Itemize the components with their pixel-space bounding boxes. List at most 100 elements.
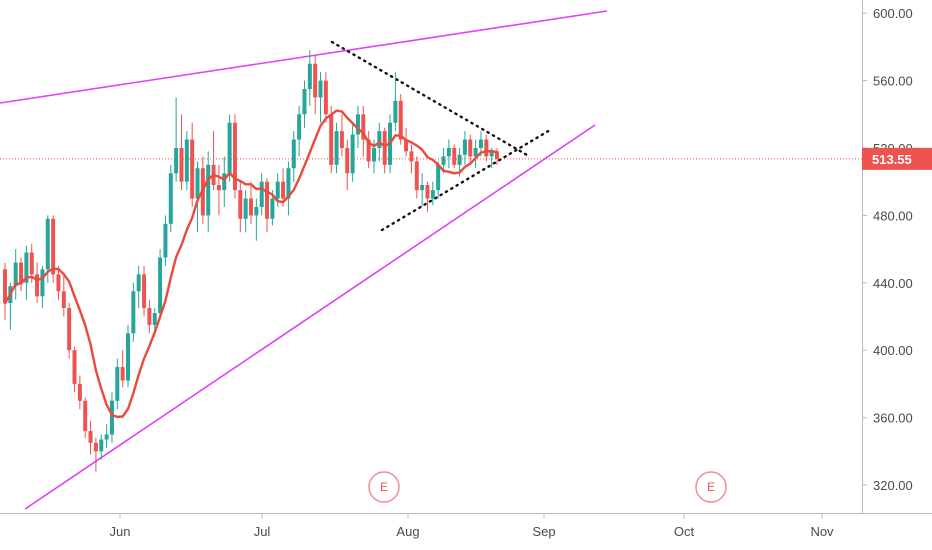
candle-body (120, 367, 125, 381)
candle[interactable] (265, 178, 270, 233)
candle[interactable] (83, 397, 88, 438)
candle[interactable] (136, 265, 141, 309)
candle[interactable] (414, 156, 419, 199)
candle[interactable] (334, 122, 339, 174)
y-tick-label: 400.00 (873, 343, 913, 358)
candle[interactable] (88, 420, 93, 455)
candle[interactable] (350, 122, 355, 182)
candle[interactable] (99, 434, 104, 460)
candle[interactable] (462, 131, 467, 165)
candle[interactable] (232, 114, 237, 199)
candle[interactable] (104, 424, 109, 448)
earnings-marker[interactable]: E (695, 471, 727, 503)
candle[interactable] (206, 151, 211, 233)
candle[interactable] (307, 50, 312, 106)
candle[interactable] (468, 134, 473, 165)
candle[interactable] (404, 127, 409, 157)
candle[interactable] (77, 375, 82, 410)
candle[interactable] (318, 72, 323, 123)
candle[interactable] (227, 114, 232, 182)
lower-trendline[interactable] (24, 124, 596, 510)
candle[interactable] (142, 265, 147, 317)
candle[interactable] (345, 139, 350, 191)
candle[interactable] (163, 215, 168, 266)
candle[interactable] (24, 245, 29, 300)
candle[interactable] (329, 105, 334, 174)
candle[interactable] (120, 350, 125, 388)
earnings-marker[interactable]: E (368, 471, 400, 503)
candle[interactable] (126, 324, 130, 388)
candle[interactable] (195, 161, 200, 233)
candle[interactable] (495, 148, 499, 165)
candle[interactable] (302, 80, 307, 128)
upper-trendline[interactable] (0, 10, 608, 104)
candle[interactable] (249, 181, 253, 224)
candle[interactable] (51, 215, 56, 283)
candle[interactable] (56, 265, 61, 300)
candle[interactable] (40, 265, 45, 309)
candle[interactable] (3, 262, 7, 320)
candle-body (126, 333, 130, 381)
candle[interactable] (484, 134, 489, 162)
candle[interactable] (420, 173, 425, 207)
candle[interactable] (179, 114, 184, 191)
candle-body (115, 367, 120, 401)
candle[interactable] (382, 127, 387, 174)
candle[interactable] (425, 181, 430, 213)
candle[interactable] (254, 198, 259, 241)
moving-average-line[interactable] (3, 109, 499, 419)
candle[interactable] (61, 274, 66, 317)
candle[interactable] (238, 181, 243, 233)
candle[interactable] (286, 161, 291, 216)
candle[interactable] (222, 156, 227, 207)
candle-body (302, 89, 307, 115)
candle[interactable] (109, 392, 114, 443)
candle[interactable] (291, 131, 296, 182)
candle[interactable] (131, 282, 136, 342)
candle[interactable] (184, 131, 189, 191)
candle[interactable] (409, 144, 414, 174)
candle-body (206, 164, 211, 216)
triangle-upper-line[interactable] (330, 40, 529, 157)
candlestick-series[interactable] (3, 50, 499, 472)
candle[interactable] (473, 139, 478, 169)
candle[interactable] (297, 105, 302, 157)
candle[interactable] (72, 346, 77, 393)
candle[interactable] (323, 72, 328, 123)
candle[interactable] (243, 190, 248, 233)
candle-body (99, 439, 104, 452)
candle-body (350, 134, 355, 174)
candle[interactable] (313, 55, 318, 115)
candle[interactable] (393, 72, 398, 132)
candle[interactable] (147, 299, 152, 334)
candle[interactable] (436, 161, 441, 199)
candle-body (265, 181, 270, 219)
candle[interactable] (361, 105, 366, 157)
candle[interactable] (190, 122, 195, 207)
candle[interactable] (430, 181, 435, 206)
candle-body (168, 173, 173, 224)
triangle-lower-line[interactable] (380, 128, 552, 232)
candle[interactable] (216, 164, 221, 216)
candle-body (495, 151, 499, 159)
candle[interactable] (19, 257, 24, 292)
candle[interactable] (67, 303, 72, 359)
candle[interactable] (339, 114, 344, 157)
candle[interactable] (158, 249, 163, 320)
candle[interactable] (93, 437, 98, 472)
x-tick-label: Sep (532, 524, 555, 539)
candle[interactable] (115, 358, 120, 410)
candle[interactable] (452, 144, 457, 169)
candle[interactable] (168, 164, 173, 233)
candle[interactable] (366, 131, 371, 169)
time-axis[interactable]: Jun Jul Aug Sep Oct Nov (110, 514, 835, 539)
candle-body (249, 198, 253, 216)
candle[interactable] (13, 249, 18, 300)
candle[interactable] (35, 262, 40, 304)
y-tick-label: 320.00 (873, 478, 913, 493)
candle[interactable] (174, 97, 179, 182)
x-tick-label: Jun (110, 524, 131, 539)
candle[interactable] (446, 139, 451, 169)
candle[interactable] (259, 173, 264, 216)
